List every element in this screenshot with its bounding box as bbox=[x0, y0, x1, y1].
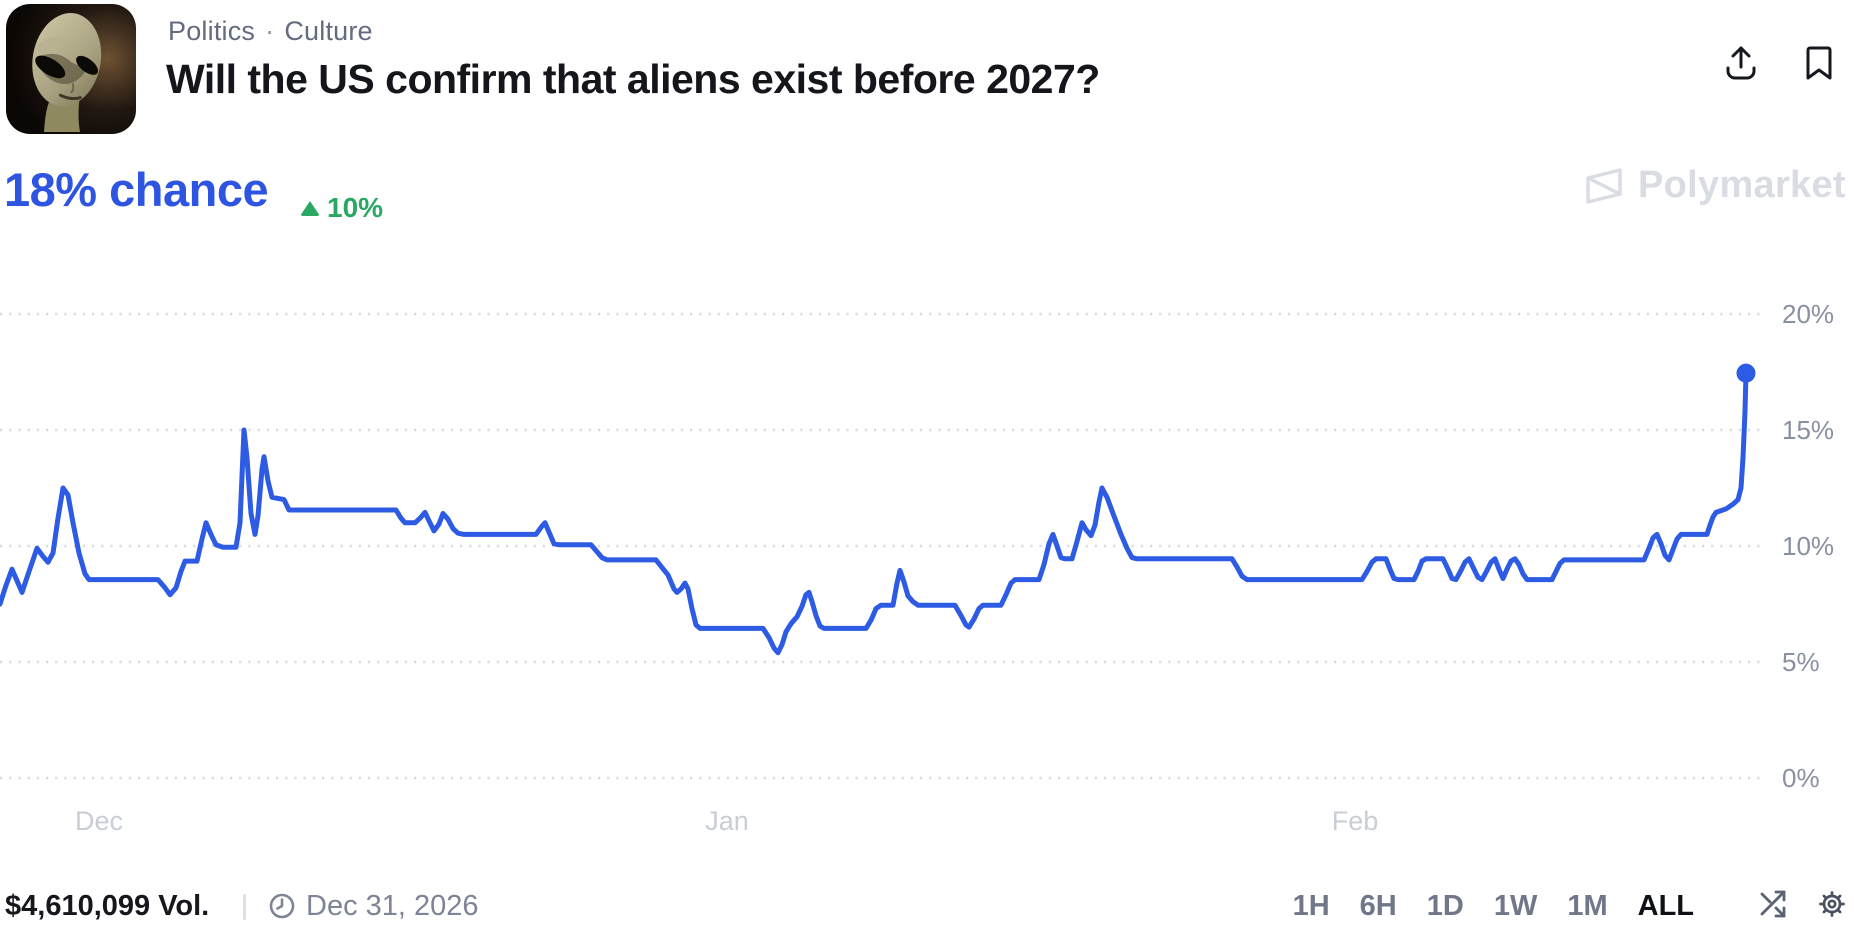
polymarket-logo-icon bbox=[1586, 167, 1622, 204]
y-tick-label: 5% bbox=[1782, 647, 1820, 677]
clock-icon bbox=[269, 893, 295, 919]
settings-gear-icon[interactable] bbox=[1816, 888, 1848, 920]
volume-label: $4,610,099 Vol. bbox=[5, 890, 210, 922]
range-button-6h[interactable]: 6H bbox=[1359, 890, 1397, 922]
share-icon[interactable] bbox=[1722, 44, 1760, 82]
price-change: 10% bbox=[300, 192, 383, 224]
y-tick-label: 20% bbox=[1782, 299, 1835, 329]
y-tick-label: 0% bbox=[1782, 763, 1820, 793]
alien-avatar-image bbox=[6, 4, 136, 134]
footer-divider bbox=[243, 894, 246, 920]
range-button-all[interactable]: ALL bbox=[1637, 890, 1694, 922]
end-date-label: Dec 31, 2026 bbox=[306, 890, 479, 922]
range-button-1h[interactable]: 1H bbox=[1292, 890, 1330, 922]
category-separator: · bbox=[265, 16, 275, 46]
y-tick-label: 10% bbox=[1782, 531, 1835, 561]
current-value-dot bbox=[1736, 363, 1756, 383]
x-tick-label: Dec bbox=[74, 806, 124, 836]
x-tick-label: Jan bbox=[705, 806, 749, 836]
market-avatar bbox=[6, 4, 136, 134]
range-button-1m[interactable]: 1M bbox=[1567, 890, 1608, 922]
polymarket-watermark: Polymarket bbox=[1584, 164, 1846, 207]
time-range-selector: 1H 6H 1D 1W 1M ALL bbox=[1293, 890, 1694, 923]
compare-arrows-icon[interactable] bbox=[1758, 888, 1790, 920]
probability-line bbox=[0, 370, 1749, 656]
category-politics[interactable]: Politics bbox=[168, 16, 256, 46]
up-triangle-icon bbox=[300, 200, 320, 216]
chance-value: 18% chance bbox=[4, 163, 269, 216]
range-button-1d[interactable]: 1D bbox=[1426, 890, 1464, 922]
bookmark-icon[interactable] bbox=[1800, 44, 1838, 82]
breadcrumb: Politics · Culture bbox=[168, 16, 373, 47]
polymarket-watermark-text: Polymarket bbox=[1638, 164, 1846, 206]
category-culture[interactable]: Culture bbox=[284, 16, 373, 46]
price-change-value: 10% bbox=[327, 192, 384, 223]
market-title: Will the US confirm that aliens exist be… bbox=[166, 56, 1100, 102]
range-button-1w[interactable]: 1W bbox=[1493, 890, 1538, 922]
x-tick-label: Feb bbox=[1331, 806, 1379, 836]
y-tick-label: 15% bbox=[1782, 415, 1835, 445]
